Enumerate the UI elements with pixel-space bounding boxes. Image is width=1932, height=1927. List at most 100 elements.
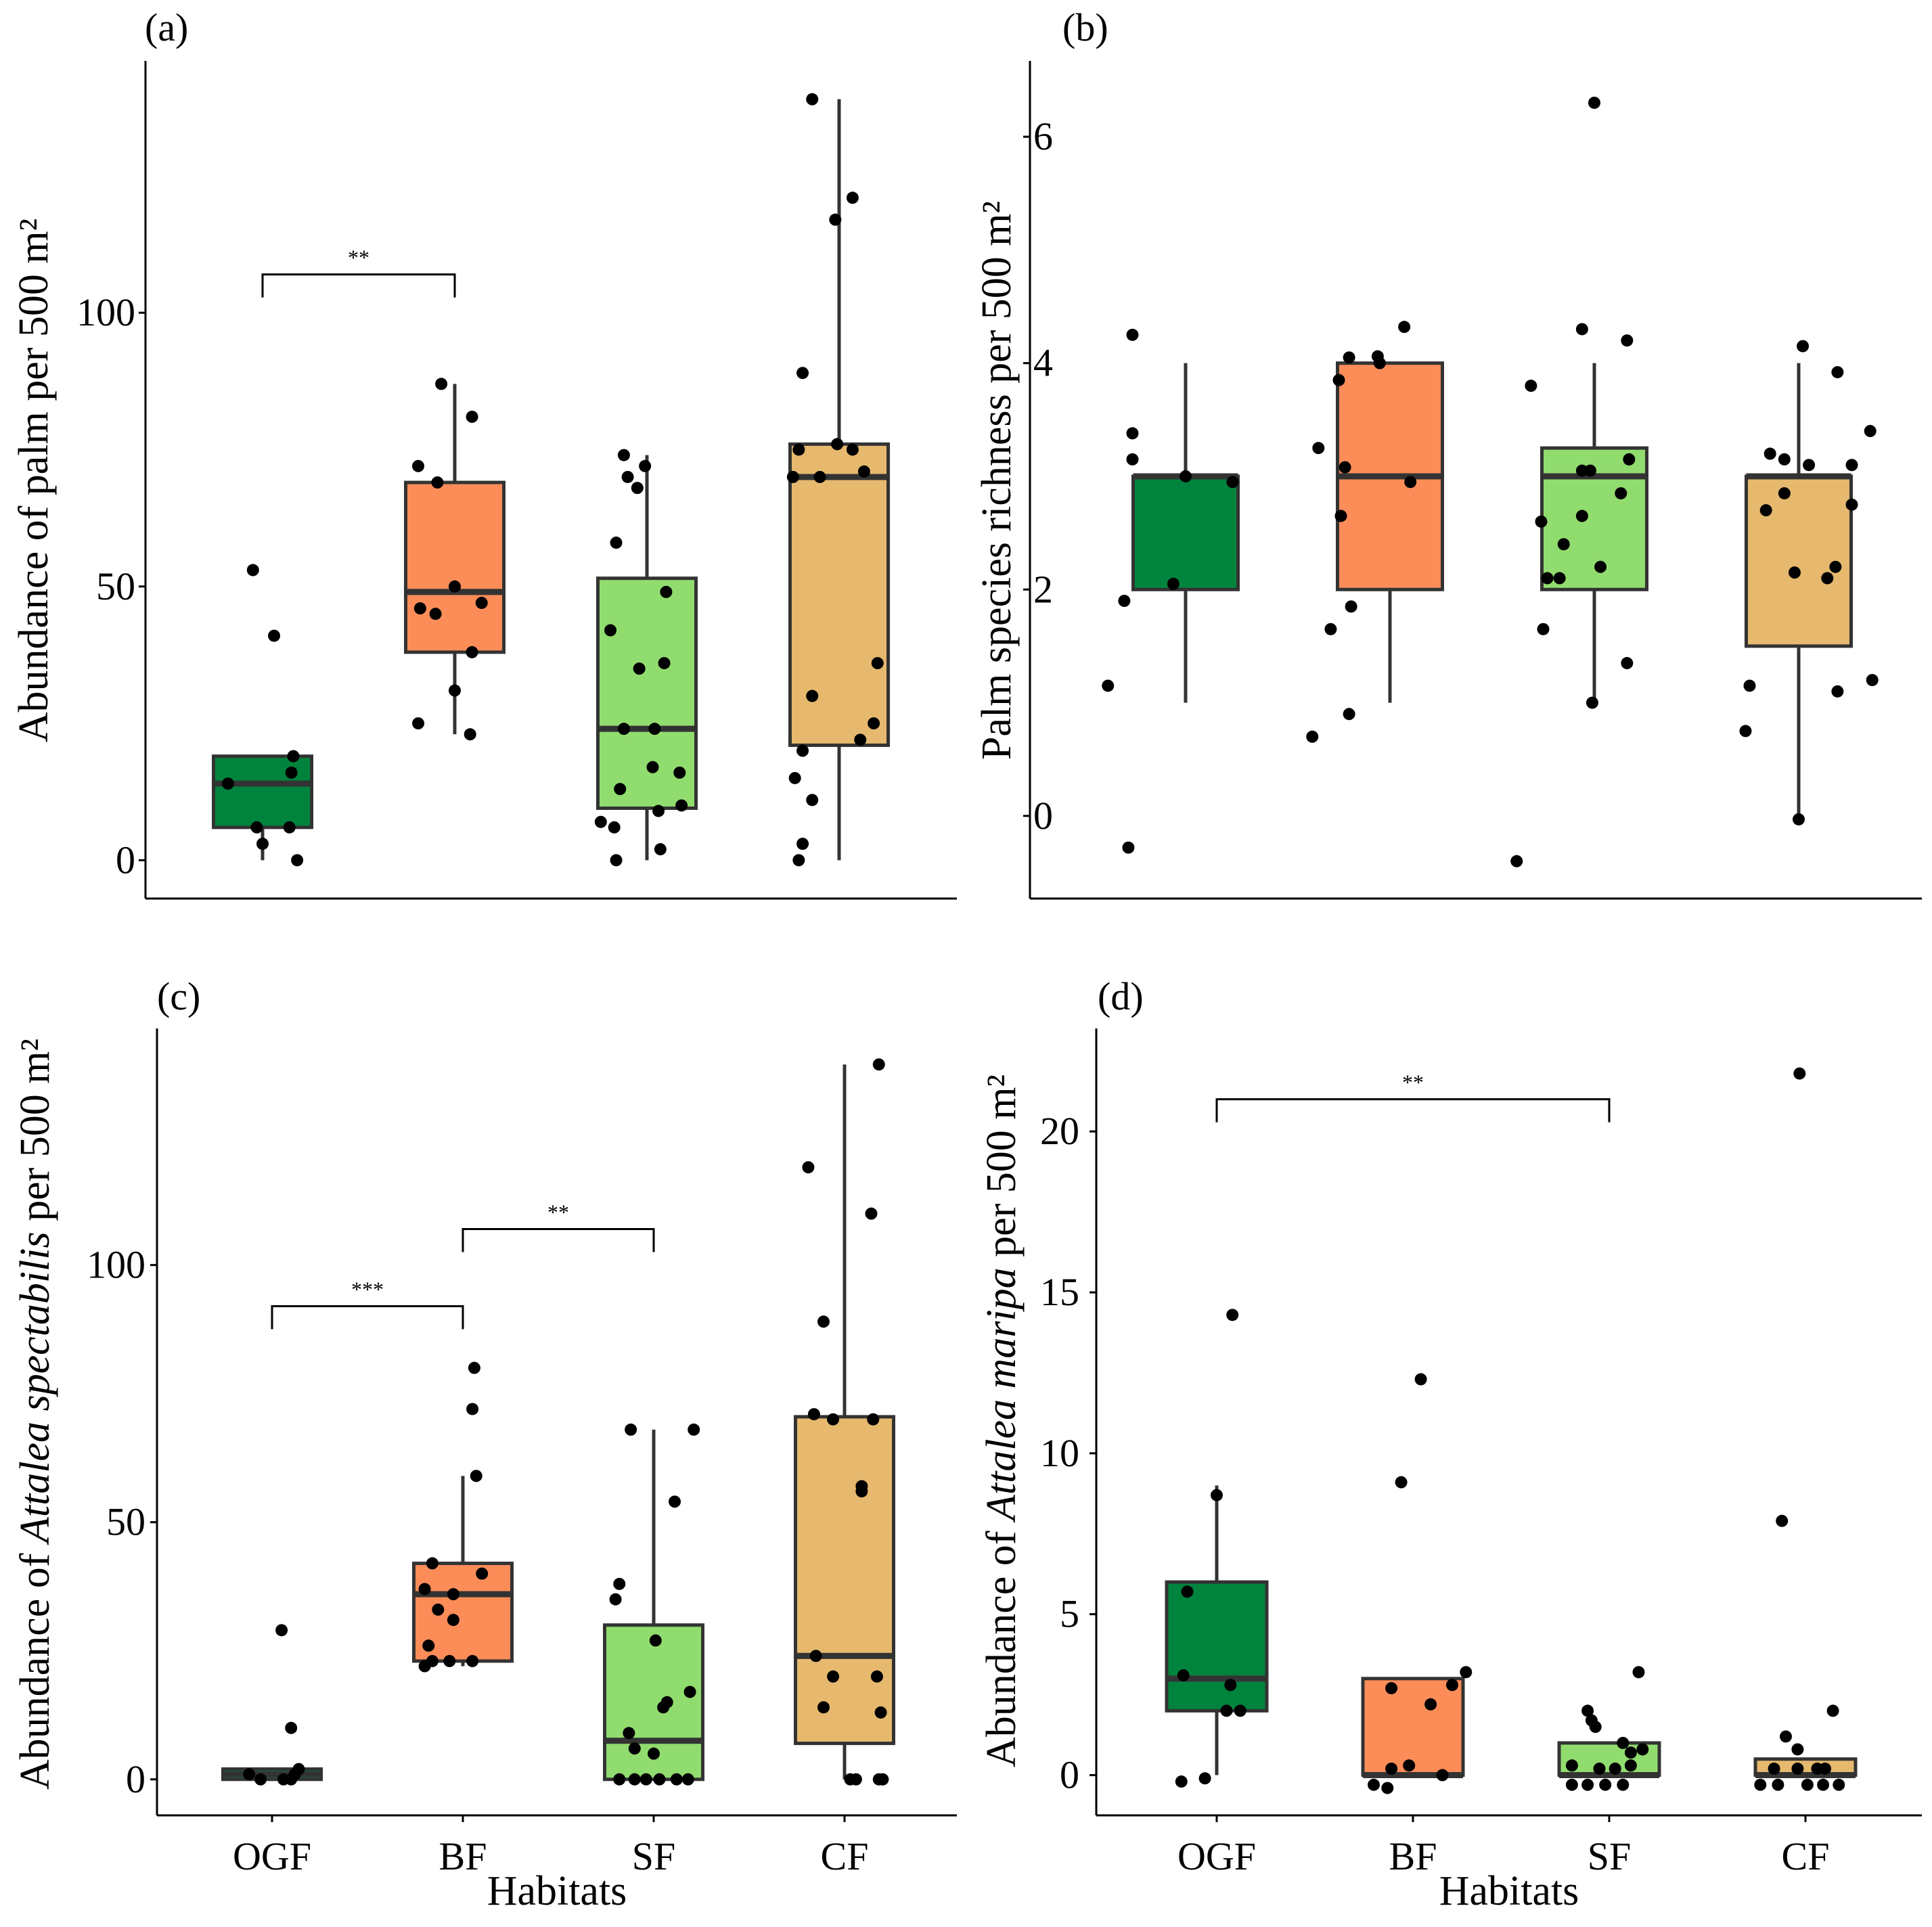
data-point: [468, 1361, 480, 1374]
data-point: [610, 537, 623, 549]
data-point: [1198, 1772, 1211, 1785]
box-ogf: [1165, 1485, 1269, 1775]
y-axis-title-species: Attalea spectabilis: [12, 1231, 58, 1545]
data-point: [432, 1603, 445, 1616]
data-point: [669, 1495, 681, 1508]
data-point: [1181, 1585, 1194, 1598]
data-point: [1803, 459, 1816, 472]
y-axis-title-part: Abundance of: [12, 1543, 58, 1790]
data-point: [1763, 447, 1776, 460]
data-point: [846, 191, 859, 204]
y-tick-label: 20: [1040, 1109, 1079, 1153]
data-point: [817, 1701, 830, 1714]
data-point: [285, 766, 298, 779]
data-point: [1866, 674, 1879, 687]
data-point: [1575, 323, 1588, 336]
data-point: [1594, 560, 1607, 573]
data-point: [1833, 1778, 1845, 1791]
data-point: [412, 717, 425, 730]
data-point: [1575, 509, 1588, 522]
box-iqr: [1165, 1580, 1269, 1713]
significance-label: **: [1402, 1070, 1424, 1095]
panel-label-c: (c): [157, 974, 200, 1018]
data-point: [613, 1773, 626, 1786]
data-point: [1845, 459, 1858, 472]
y-axis-title-species: Attalea maripa: [979, 1267, 1025, 1523]
data-point: [865, 1207, 878, 1220]
data-point: [1829, 560, 1842, 573]
x-axis-title: Habitats: [1439, 1868, 1579, 1914]
data-point: [1583, 464, 1596, 477]
data-point: [291, 854, 304, 867]
panel-d: (d) 0 5 10 15 20 Abundance of Attalea maripa …: [979, 974, 1922, 1914]
data-point: [1565, 1778, 1578, 1791]
data-point: [1180, 470, 1192, 482]
data-point: [1510, 855, 1523, 867]
data-point: [1345, 600, 1357, 613]
data-point: [1776, 1514, 1789, 1527]
box-iqr: [212, 754, 313, 830]
data-point: [1446, 1679, 1458, 1692]
data-point: [813, 470, 826, 483]
data-point: [871, 657, 884, 670]
data-point: [447, 1588, 459, 1601]
box-ogf: [1131, 363, 1240, 703]
data-point: [648, 1747, 660, 1760]
data-point: [1436, 1769, 1449, 1782]
data-point: [435, 378, 448, 390]
data-point: [466, 645, 478, 658]
data-point: [1224, 1679, 1237, 1692]
data-point: [872, 1058, 885, 1071]
data-point: [1624, 1759, 1637, 1772]
data-point: [796, 744, 809, 757]
data-point: [426, 1557, 439, 1570]
box-bf: [1336, 361, 1444, 703]
y-axis-title: Abundance of Attalea spectabilis per 500…: [12, 1039, 58, 1790]
data-point: [1126, 427, 1139, 440]
data-point: [628, 1742, 641, 1755]
data-point: [675, 799, 688, 812]
significance-bracket: [462, 1227, 655, 1252]
data-point: [1791, 1763, 1804, 1775]
data-point: [658, 657, 671, 670]
data-point: [613, 1577, 626, 1590]
data-point: [1126, 328, 1139, 341]
data-point: [609, 1593, 622, 1606]
y-axis-title-part: per 500 m²: [979, 1074, 1025, 1267]
box-iqr: [412, 1562, 514, 1663]
y-tick-label: 50: [96, 564, 135, 608]
data-point: [1167, 577, 1180, 590]
x-tick-label: CF: [1782, 1834, 1830, 1878]
data-point: [610, 854, 623, 867]
data-point: [1845, 498, 1858, 511]
data-point: [1617, 1736, 1630, 1749]
data-point: [1220, 1704, 1233, 1717]
data-point: [652, 804, 665, 817]
data-point: [849, 1773, 862, 1786]
data-point: [1177, 1669, 1190, 1682]
x-tick-label: CF: [821, 1834, 869, 1878]
data-point: [1581, 1704, 1594, 1717]
data-point: [464, 728, 476, 741]
box-bf: [404, 384, 506, 735]
data-point: [639, 1773, 652, 1786]
data-point: [1535, 515, 1548, 528]
data-point: [628, 1773, 641, 1786]
data-point: [653, 1773, 666, 1786]
data-point: [250, 821, 263, 834]
data-point: [1793, 1067, 1806, 1080]
data-point: [1743, 679, 1756, 692]
data-point: [1424, 1698, 1437, 1710]
panel-c: (c) 0 50 100 Abundance of Attalea spectabil…: [12, 974, 957, 1914]
data-point: [1553, 572, 1566, 585]
data-point: [246, 564, 259, 576]
data-point: [1768, 1763, 1780, 1775]
data-point: [1817, 1778, 1830, 1791]
significance-bracket: [1215, 1098, 1611, 1123]
data-point: [673, 766, 686, 779]
x-tick-label: OGF: [1177, 1834, 1256, 1878]
data-point: [256, 838, 269, 851]
data-point: [1609, 1763, 1621, 1775]
data-point: [1381, 1782, 1394, 1794]
data-point: [1118, 595, 1131, 608]
